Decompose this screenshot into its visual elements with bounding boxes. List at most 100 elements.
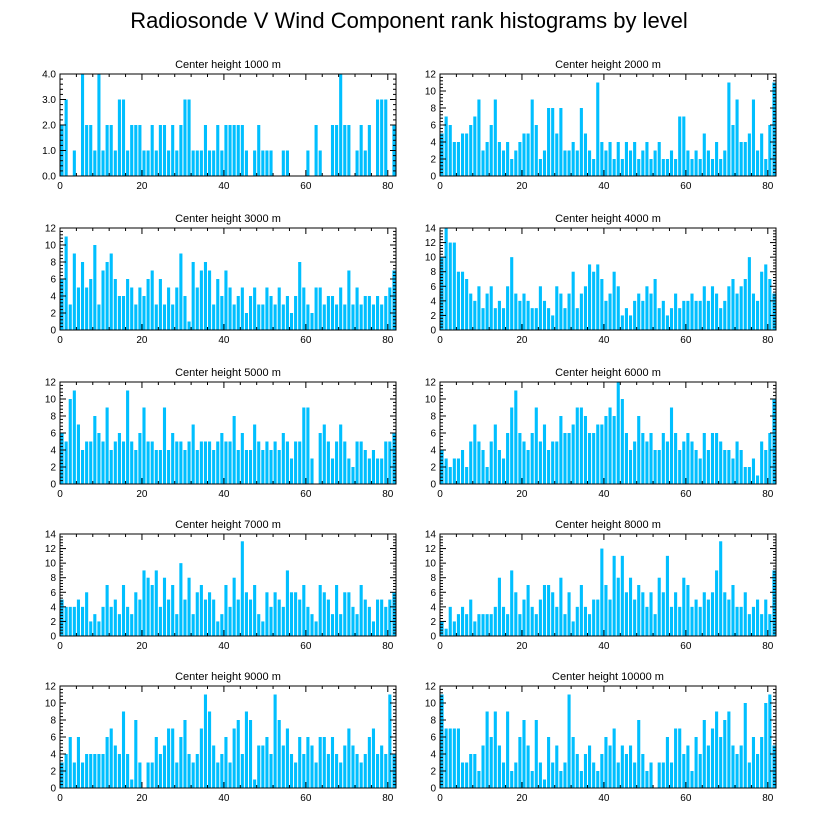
histogram-bar (347, 458, 351, 484)
histogram-bar (130, 614, 134, 636)
histogram-bar (526, 745, 530, 788)
histogram-bar (269, 606, 273, 636)
histogram-bar (167, 150, 171, 176)
y-tick-label: 2 (50, 463, 56, 474)
histogram-bar (117, 296, 121, 330)
histogram-bar (616, 577, 620, 636)
histogram-bar (203, 694, 208, 788)
histogram-bar (694, 737, 698, 788)
histogram-bar (220, 150, 224, 176)
histogram-bar (444, 728, 448, 788)
histogram-bar (109, 450, 113, 484)
histogram-bar (579, 108, 583, 176)
histogram-bar (588, 433, 592, 484)
histogram-bar (68, 737, 72, 788)
histogram-bar (162, 304, 167, 330)
histogram-bar (682, 300, 686, 330)
histogram-bar (220, 754, 224, 788)
histogram-bar (298, 441, 302, 484)
histogram-bar (674, 592, 678, 636)
histogram-bar (641, 754, 645, 788)
histogram-bar (72, 150, 76, 176)
x-tick-label: 60 (680, 793, 692, 804)
histogram-bar (706, 150, 710, 176)
histogram-bar (739, 606, 743, 636)
histogram-bar (702, 720, 706, 788)
y-tick-label: 0 (430, 784, 436, 795)
histogram-bar (138, 762, 142, 788)
histogram-bar (330, 296, 335, 330)
y-tick-label: 6 (430, 588, 436, 599)
histogram-bar (559, 577, 563, 636)
histogram-bar (359, 304, 363, 330)
histogram-bar (191, 614, 195, 636)
histogram-bar (596, 264, 600, 330)
histogram-bar (322, 304, 326, 330)
rank-histogram-panel: Center height 10000 m 0 20 40 60 80 0 2 4 6 8 10 12 (425, 671, 777, 804)
histogram-bar (335, 585, 339, 636)
histogram-bar (240, 754, 244, 788)
histogram-bar (456, 614, 460, 636)
histogram-bar (686, 150, 690, 176)
histogram-bar (637, 416, 641, 484)
y-tick-label: 3.0 (42, 95, 56, 106)
histogram-bar (612, 416, 616, 484)
y-tick-label: 10 (425, 87, 437, 98)
histogram-bar (669, 606, 674, 636)
histogram-bar (142, 150, 146, 176)
histogram-bar (265, 441, 269, 484)
histogram-bar (154, 570, 158, 636)
histogram-bar (134, 720, 138, 788)
histogram-bar (604, 737, 608, 788)
x-tick-label: 0 (57, 793, 63, 804)
histogram-bar (142, 407, 146, 484)
x-tick-label: 60 (300, 489, 312, 500)
histogram-bar (216, 621, 220, 636)
histogram-bar (380, 599, 384, 636)
histogram-bar (68, 399, 72, 484)
histogram-bar (261, 621, 265, 636)
histogram-bar (253, 287, 257, 330)
histogram-bar (669, 762, 674, 788)
histogram-bar (694, 300, 698, 330)
histogram-bar (551, 315, 555, 330)
histogram-bar (485, 467, 489, 484)
histogram-bar (526, 585, 530, 636)
histogram-bar (493, 308, 497, 330)
histogram-bar (171, 585, 175, 636)
histogram-bar (322, 424, 326, 484)
histogram-bar (510, 570, 514, 636)
histogram-bar (339, 614, 343, 636)
histogram-bar (183, 720, 187, 788)
histogram-bar (154, 150, 158, 176)
histogram-bar (101, 441, 105, 484)
histogram-bar (514, 150, 518, 176)
histogram-bar (302, 287, 306, 330)
histogram-bar (547, 737, 551, 788)
histogram-bar (751, 458, 756, 484)
histogram-bar (641, 150, 645, 176)
histogram-bar (698, 458, 702, 484)
y-tick-label: 14 (45, 530, 57, 541)
histogram-bar (723, 450, 727, 484)
histogram-bar (76, 287, 80, 330)
histogram-bar (257, 441, 261, 484)
histogram-bar (698, 606, 702, 636)
x-tick-label: 20 (136, 489, 148, 500)
histogram-bar (158, 125, 162, 176)
x-tick-label: 80 (382, 181, 394, 192)
histogram-bar (747, 762, 751, 788)
histogram-bar (489, 286, 493, 330)
histogram-bar (187, 321, 191, 330)
histogram-bar (146, 150, 150, 176)
histogram-bar (506, 433, 510, 484)
histogram-bar (452, 458, 456, 484)
histogram-bar (339, 287, 343, 330)
histogram-bar (756, 150, 760, 176)
histogram-bar (645, 286, 649, 330)
histogram-bar (162, 577, 167, 636)
histogram-bar (376, 754, 380, 788)
histogram-bar (702, 433, 706, 484)
histogram-bar (596, 424, 600, 484)
histogram-bar (518, 300, 522, 330)
